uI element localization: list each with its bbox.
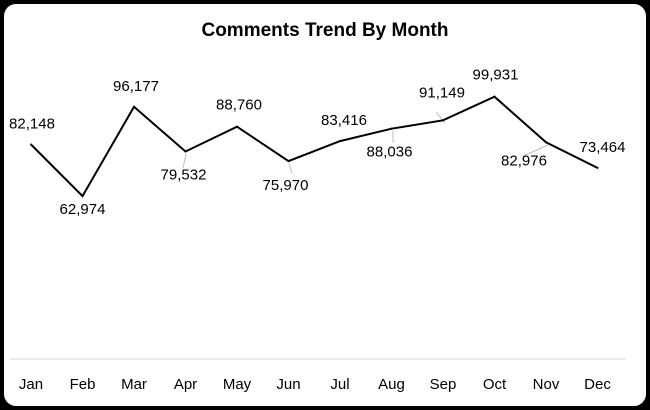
x-tick-dec: Dec xyxy=(584,376,611,393)
data-label-may: 88,760 xyxy=(216,97,262,114)
data-label-apr: 79,532 xyxy=(161,167,207,184)
data-point-oct xyxy=(493,95,496,98)
data-point-jan xyxy=(30,143,32,146)
data-point-aug xyxy=(390,127,393,130)
data-point-nov xyxy=(545,141,547,144)
data-label-dec: 73,464 xyxy=(580,139,626,156)
data-points xyxy=(30,95,599,198)
x-tick-nov: Nov xyxy=(533,376,560,393)
x-tick-aug: Aug xyxy=(378,376,405,393)
data-label-sep: 91,149 xyxy=(419,84,465,101)
data-label-aug: 88,036 xyxy=(367,144,413,161)
leader-line-apr xyxy=(182,153,187,169)
x-tick-sep: Sep xyxy=(430,376,457,393)
data-point-sep xyxy=(442,119,444,122)
series-line xyxy=(30,95,598,198)
data-point-feb xyxy=(81,195,84,198)
data-labels: 82,148 62,974 96,177 79,532 88,760 75,970 83,4… xyxy=(9,67,625,218)
data-label-jun: 75,970 xyxy=(263,177,309,194)
x-tick-feb: Feb xyxy=(70,376,96,393)
data-point-may xyxy=(236,125,238,128)
data-point-mar xyxy=(133,105,135,108)
data-label-jul: 83,416 xyxy=(321,112,367,129)
x-tick-mar: Mar xyxy=(121,376,147,393)
data-label-mar: 96,177 xyxy=(113,78,159,95)
x-tick-may: May xyxy=(223,376,252,393)
x-tick-jul: Jul xyxy=(330,376,349,393)
x-tick-apr: Apr xyxy=(174,376,197,393)
chart-frame: Comments Trend By Month xyxy=(4,4,646,406)
data-label-jan: 82,148 xyxy=(9,116,55,133)
x-tick-labels: Jan Feb Mar Apr May Jun Jul Aug Sep Oct Nov Dec xyxy=(19,376,611,393)
data-point-dec xyxy=(596,166,599,169)
leader-line-jun xyxy=(288,162,293,174)
x-tick-jan: Jan xyxy=(19,376,43,393)
data-label-oct: 99,931 xyxy=(473,67,519,84)
chart-title: Comments Trend By Month xyxy=(201,20,449,41)
data-point-apr xyxy=(184,150,187,153)
data-label-feb: 62,974 xyxy=(60,201,106,218)
x-tick-jun: Jun xyxy=(276,376,300,393)
data-point-jul xyxy=(339,140,341,143)
leader-line-nov xyxy=(522,144,549,157)
x-tick-oct: Oct xyxy=(483,376,507,393)
data-point-jun xyxy=(287,160,290,163)
data-label-nov: 82,976 xyxy=(501,152,547,169)
